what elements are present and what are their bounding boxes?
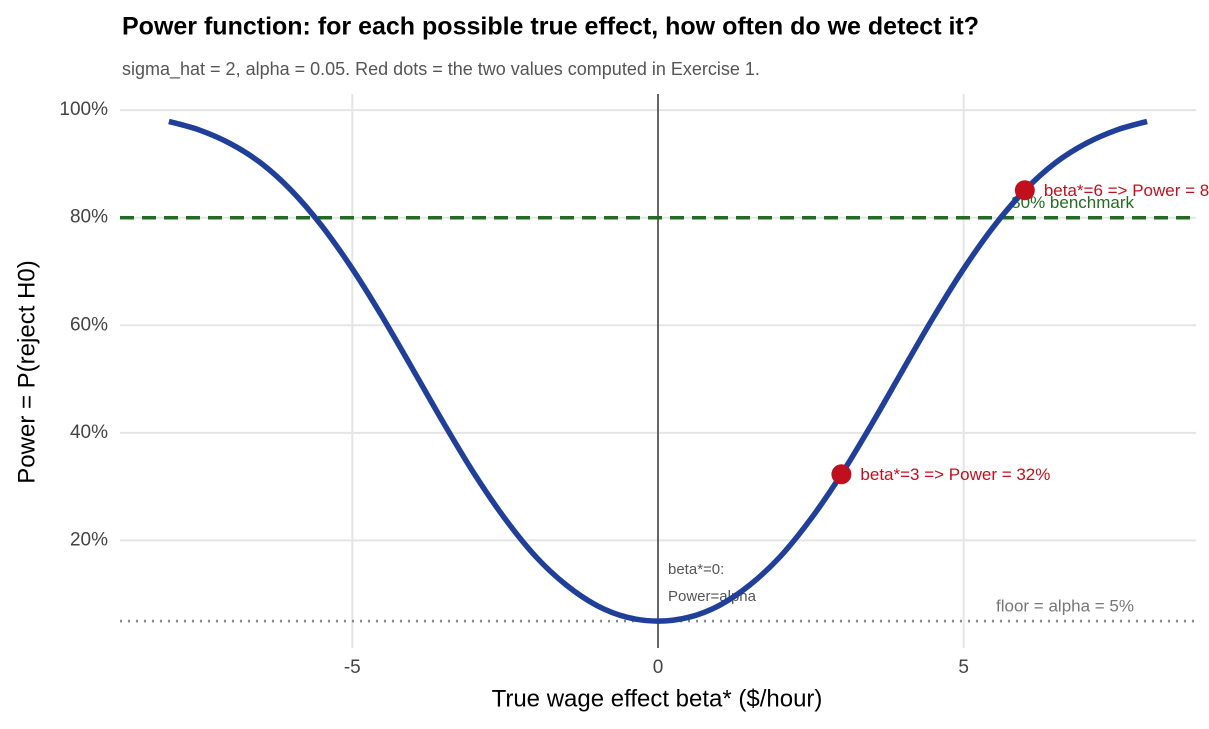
y-tick-label: 60% <box>70 314 108 335</box>
y-tick-label: 20% <box>70 529 108 550</box>
annotation: 80% benchmark <box>1011 193 1134 212</box>
point <box>1014 180 1035 201</box>
annotation: Power=alpha <box>668 588 757 605</box>
data-label: beta*=6 => Power = 85% <box>1044 181 1209 200</box>
y-tick-label: 80% <box>70 207 108 228</box>
annotation: beta*=0: <box>668 561 724 578</box>
x-tick-label: 0 <box>653 657 664 678</box>
power-curve <box>168 118 1148 624</box>
y-axis-label: Power = P(reject H0) <box>13 260 40 483</box>
x-axis-label: True wage effect beta* ($/hour) <box>492 685 823 712</box>
y-tick-label: 100% <box>59 99 108 120</box>
point <box>831 464 852 485</box>
x-tick-label: 5 <box>958 657 969 678</box>
annotation: floor = alpha = 5% <box>996 597 1134 616</box>
data-label: beta*=3 => Power = 32% <box>860 465 1050 484</box>
y-tick-label: 40% <box>70 422 108 443</box>
x-tick-label: -5 <box>344 657 361 678</box>
chart-title: Power function: for each possible true e… <box>122 13 979 41</box>
chart-subtitle: sigma_hat = 2, alpha = 0.05. Red dots = … <box>122 59 760 80</box>
